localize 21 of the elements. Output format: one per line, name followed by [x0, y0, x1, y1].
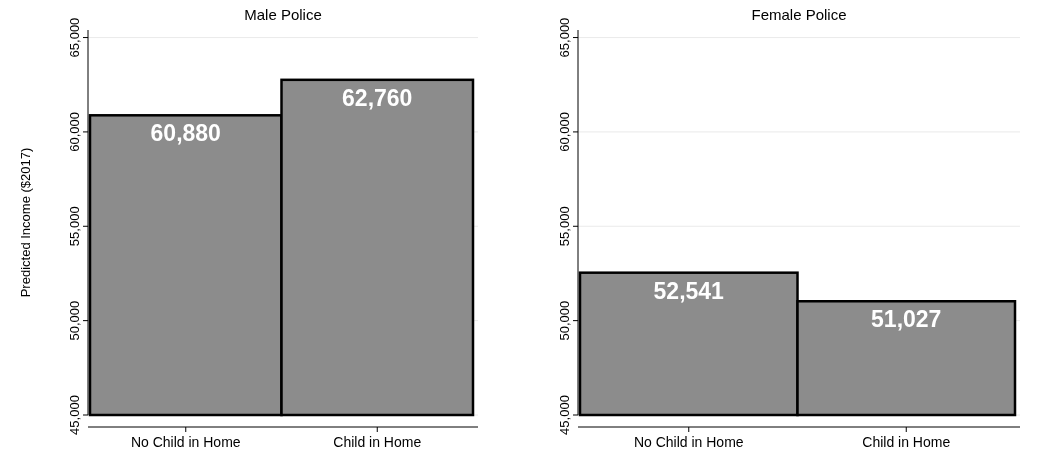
x-tick-label: No Child in Home	[130, 434, 241, 450]
y-tick-label: 55,000	[67, 206, 82, 247]
data-label: 52,541	[653, 277, 725, 304]
y-tick-label: 45,000	[67, 395, 82, 435]
y-tick-label: 50,000	[557, 300, 572, 341]
x-tick-label: No Child in Home	[633, 434, 744, 450]
y-tick-label: 50,000	[67, 300, 82, 341]
data-label: 51,027	[871, 306, 942, 333]
data-label: 62,760	[342, 84, 413, 111]
data-label: 60,880	[150, 120, 221, 147]
x-tick-label: Child in Home	[862, 434, 951, 450]
y-tick-label: 55,000	[557, 206, 572, 247]
y-tick-label: 65,000	[557, 17, 572, 58]
y-axis-title: Predicted Income ($2017)	[18, 147, 33, 298]
chart-title: Female Police	[751, 6, 847, 23]
y-tick-label: 60,000	[67, 112, 82, 152]
x-tick-label: Child in Home	[333, 434, 422, 450]
y-tick-label: 60,000	[557, 112, 572, 152]
y-tick-label: 45,000	[557, 395, 572, 435]
y-tick-label: 65,000	[67, 17, 82, 58]
chart-title: Male Police	[244, 6, 322, 23]
